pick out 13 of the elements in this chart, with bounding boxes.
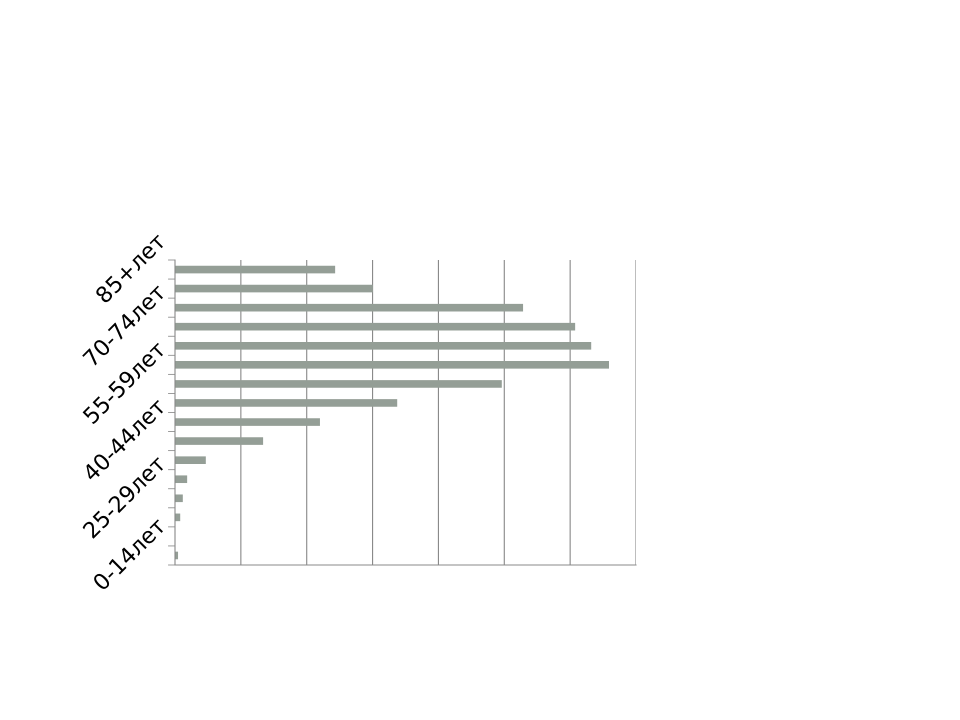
bar — [175, 380, 502, 388]
bar — [175, 494, 183, 502]
bar — [175, 456, 206, 464]
bar — [175, 342, 592, 350]
bar — [175, 418, 320, 426]
bar — [175, 475, 188, 484]
bar — [175, 437, 264, 445]
bar — [175, 284, 373, 292]
bar — [175, 322, 576, 331]
bar — [175, 304, 524, 312]
bar — [175, 361, 609, 369]
bar — [175, 399, 398, 407]
bar — [175, 266, 336, 274]
